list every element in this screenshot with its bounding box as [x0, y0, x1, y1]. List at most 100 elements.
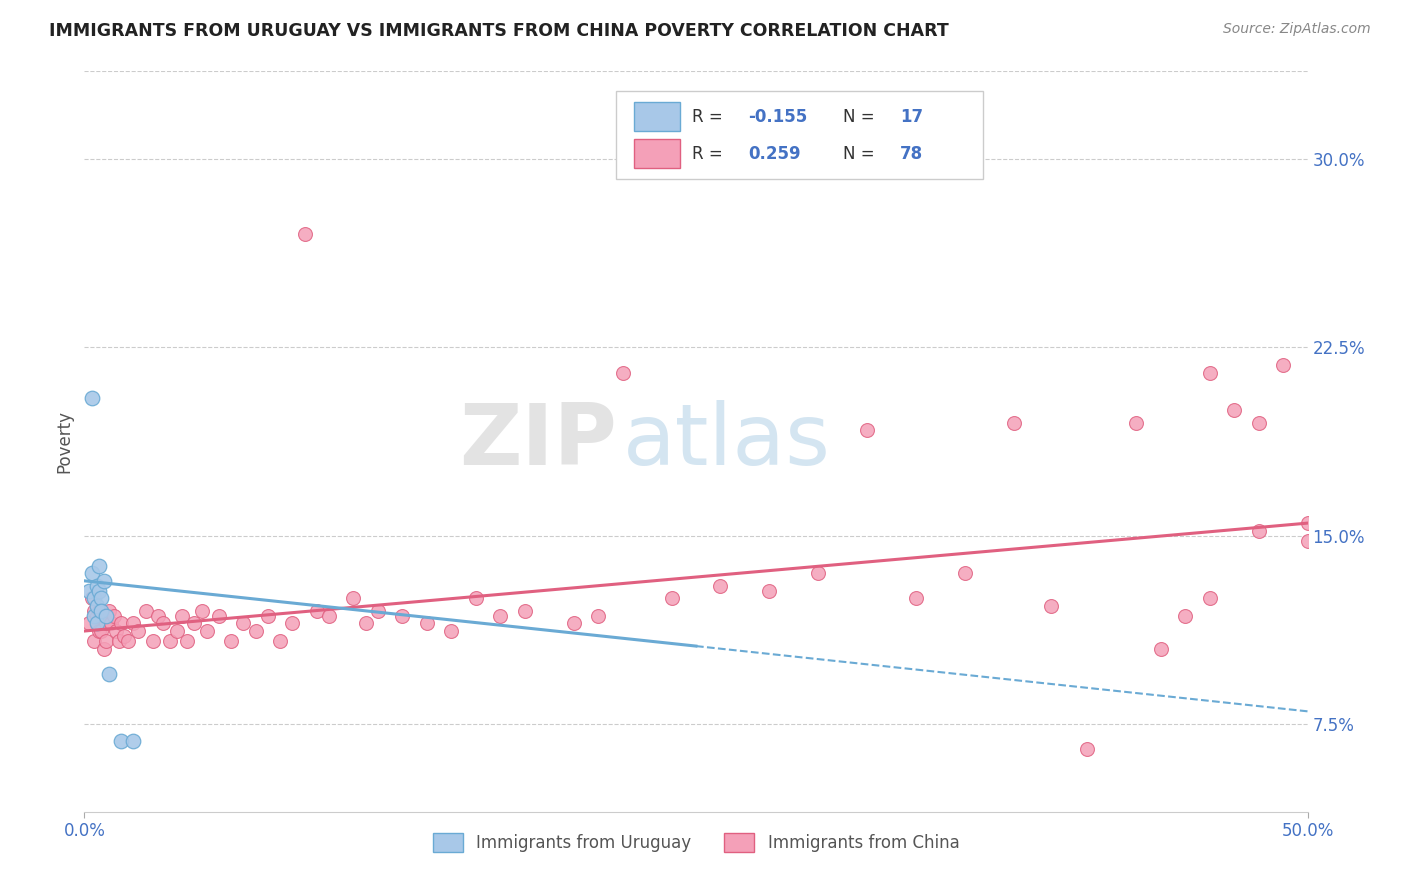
- Point: [122, 734, 145, 748]
- Point: [1272, 358, 1295, 372]
- Point: [93, 574, 115, 588]
- Text: 17: 17: [900, 108, 924, 126]
- Y-axis label: Poverty: Poverty: [55, 410, 73, 473]
- Point: [489, 609, 512, 624]
- Point: [112, 629, 135, 643]
- Point: [1247, 524, 1270, 538]
- Point: [661, 591, 683, 606]
- Point: [152, 616, 174, 631]
- Point: [110, 734, 132, 748]
- Point: [416, 616, 439, 631]
- Point: [342, 591, 364, 606]
- Point: [586, 609, 609, 624]
- Point: [93, 641, 115, 656]
- Point: [96, 609, 118, 624]
- Point: [105, 624, 128, 638]
- Point: [172, 609, 194, 624]
- Point: [1296, 516, 1319, 530]
- Point: [709, 579, 731, 593]
- Point: [90, 624, 112, 638]
- Point: [1223, 403, 1246, 417]
- Point: [440, 624, 463, 638]
- Point: [83, 634, 105, 648]
- Point: [245, 624, 267, 638]
- Point: [856, 423, 879, 437]
- Point: [166, 624, 188, 638]
- Text: R =: R =: [692, 145, 728, 162]
- Point: [142, 634, 165, 648]
- Text: R =: R =: [692, 108, 728, 126]
- Point: [953, 566, 976, 581]
- FancyBboxPatch shape: [616, 91, 983, 178]
- Point: [191, 604, 214, 618]
- Point: [96, 616, 118, 631]
- Text: Source: ZipAtlas.com: Source: ZipAtlas.com: [1223, 22, 1371, 37]
- Point: [86, 579, 108, 593]
- Point: [354, 616, 377, 631]
- Point: [391, 609, 413, 624]
- Point: [97, 604, 120, 618]
- Point: [305, 604, 328, 618]
- Point: [80, 391, 103, 405]
- Point: [807, 566, 830, 581]
- Point: [367, 604, 389, 618]
- Point: [86, 616, 108, 631]
- Point: [1198, 366, 1220, 380]
- Point: [127, 624, 149, 638]
- Point: [80, 591, 103, 606]
- Point: [208, 609, 231, 624]
- Point: [318, 609, 340, 624]
- Point: [159, 634, 181, 648]
- Point: [87, 604, 110, 618]
- Text: N =: N =: [842, 145, 880, 162]
- Bar: [634, 103, 681, 130]
- Point: [1076, 742, 1098, 756]
- Legend: Immigrants from Uruguay, Immigrants from China: Immigrants from Uruguay, Immigrants from…: [426, 826, 966, 859]
- Point: [117, 634, 139, 648]
- Text: N =: N =: [842, 108, 880, 126]
- Point: [86, 609, 108, 624]
- Point: [294, 227, 316, 242]
- Text: IMMIGRANTS FROM URUGUAY VS IMMIGRANTS FROM CHINA POVERTY CORRELATION CHART: IMMIGRANTS FROM URUGUAY VS IMMIGRANTS FR…: [49, 22, 949, 40]
- Text: 0.259: 0.259: [748, 145, 801, 162]
- Point: [107, 634, 129, 648]
- Point: [269, 634, 291, 648]
- Point: [87, 624, 110, 638]
- Point: [96, 634, 118, 648]
- Point: [758, 583, 780, 598]
- Point: [110, 616, 132, 631]
- Point: [612, 366, 634, 380]
- Point: [83, 609, 105, 624]
- Point: [90, 591, 112, 606]
- Point: [219, 634, 242, 648]
- Point: [103, 609, 125, 624]
- Point: [122, 616, 145, 631]
- Point: [90, 604, 112, 618]
- Point: [195, 624, 218, 638]
- Point: [100, 616, 122, 631]
- Point: [90, 609, 112, 624]
- Point: [83, 604, 105, 618]
- Point: [281, 616, 304, 631]
- Point: [1150, 641, 1173, 656]
- Point: [97, 666, 120, 681]
- Point: [87, 583, 110, 598]
- Text: ZIP: ZIP: [458, 400, 616, 483]
- Point: [86, 599, 108, 613]
- Point: [176, 634, 198, 648]
- Text: atlas: atlas: [623, 400, 831, 483]
- Point: [183, 616, 205, 631]
- Point: [1247, 416, 1270, 430]
- Point: [464, 591, 486, 606]
- Point: [1174, 609, 1197, 624]
- Point: [146, 609, 169, 624]
- Point: [135, 604, 157, 618]
- Point: [93, 609, 115, 624]
- Point: [905, 591, 928, 606]
- Point: [80, 566, 103, 581]
- Text: 78: 78: [900, 145, 924, 162]
- Point: [1039, 599, 1062, 613]
- Point: [1125, 416, 1147, 430]
- Point: [562, 616, 585, 631]
- Point: [257, 609, 280, 624]
